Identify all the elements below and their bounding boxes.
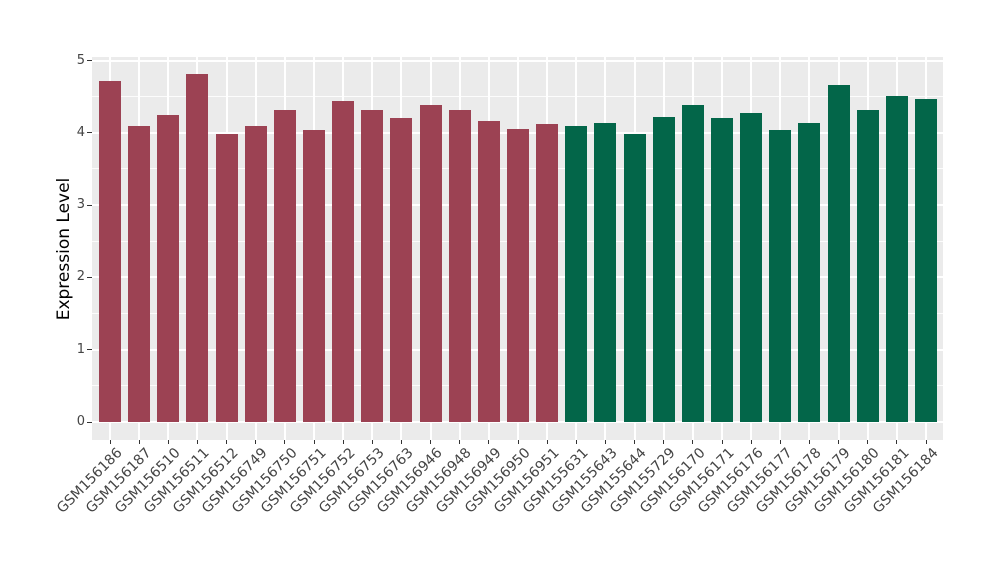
x-tick-mark-GSM156181 <box>896 440 898 444</box>
x-tick-mark-GSM156170 <box>692 440 694 444</box>
y-tick-mark-1 <box>87 349 92 351</box>
bar-GSM156946 <box>419 105 442 422</box>
bar-GSM156951 <box>536 124 559 422</box>
bar-GSM156176 <box>740 113 763 422</box>
bar-GSM156511 <box>186 74 209 422</box>
x-tick-mark-GSM156750 <box>284 440 286 444</box>
x-tick-mark-GSM156948 <box>459 440 461 444</box>
y-tick-label-0: 0 <box>76 414 85 429</box>
bar-GSM156510 <box>157 114 180 422</box>
bar-GSM156750 <box>273 110 296 422</box>
y-tick-label-2: 2 <box>76 269 85 285</box>
x-tick-mark-GSM156179 <box>838 440 840 444</box>
x-tick-mark-GSM156949 <box>488 440 490 444</box>
bar-GSM156180 <box>856 109 879 422</box>
x-tick-mark-GSM156950 <box>517 440 519 444</box>
x-tick-mark-GSM156178 <box>808 440 810 444</box>
x-tick-mark-GSM156184 <box>925 440 927 444</box>
bar-GSM156753 <box>361 109 384 422</box>
x-tick-mark-GSM155644 <box>634 440 636 444</box>
x-tick-mark-GSM156177 <box>779 440 781 444</box>
bar-GSM156177 <box>769 129 792 422</box>
bar-GSM156749 <box>244 125 267 422</box>
bar-GSM156763 <box>390 118 413 422</box>
y-tick-label-5: 5 <box>76 52 85 68</box>
y-tick-mark-5 <box>87 60 92 61</box>
bar-GSM156170 <box>681 105 704 422</box>
y-tick-label-3: 3 <box>76 197 85 213</box>
x-tick-mark-GSM156752 <box>342 440 344 444</box>
x-tick-mark-GSM156511 <box>196 440 198 444</box>
y-axis-title: Expression Level <box>54 177 74 321</box>
y-tick-label-1: 1 <box>76 341 85 357</box>
x-tick-mark-GSM156753 <box>371 440 373 444</box>
plot-panel <box>92 57 943 440</box>
x-tick-mark-GSM156171 <box>721 440 723 444</box>
bar-GSM156184 <box>915 98 937 422</box>
x-tick-mark-GSM156749 <box>255 440 257 444</box>
bar-GSM156949 <box>477 120 500 422</box>
x-tick-mark-GSM155729 <box>663 440 665 444</box>
x-tick-mark-GSM156946 <box>430 440 432 444</box>
y-tick-label-4: 4 <box>76 124 85 140</box>
bar-GSM156948 <box>448 109 471 422</box>
x-tick-mark-GSM156512 <box>226 440 228 444</box>
x-tick-mark-GSM156763 <box>400 440 402 444</box>
bar-GSM156187 <box>128 125 151 422</box>
bar-GSM155644 <box>623 134 646 422</box>
x-tick-mark-GSM155631 <box>575 440 577 444</box>
bar-GSM156512 <box>215 133 238 422</box>
bar-GSM156751 <box>303 129 325 422</box>
bar-GSM155631 <box>565 126 588 422</box>
bar-GSM156179 <box>827 85 850 422</box>
x-tick-mark-GSM156951 <box>546 440 548 444</box>
bar-GSM156178 <box>798 122 821 422</box>
y-tick-mark-0 <box>87 421 92 423</box>
x-tick-mark-GSM156186 <box>109 440 111 444</box>
bar-GSM156171 <box>711 117 733 422</box>
x-tick-mark-GSM156176 <box>750 440 752 444</box>
bar-GSM156752 <box>332 100 355 422</box>
bar-GSM156950 <box>507 129 529 422</box>
bar-GSM156181 <box>885 95 908 422</box>
y-tick-mark-3 <box>87 204 92 206</box>
x-tick-mark-GSM156180 <box>867 440 869 444</box>
bar-GSM156186 <box>99 80 121 422</box>
x-tick-mark-GSM156751 <box>313 440 315 444</box>
x-tick-mark-GSM156510 <box>167 440 169 444</box>
bar-GSM155643 <box>594 122 617 422</box>
x-tick-mark-GSM155643 <box>604 440 606 444</box>
y-tick-mark-2 <box>87 276 92 278</box>
x-tick-mark-GSM156187 <box>138 440 140 444</box>
y-tick-mark-4 <box>87 132 92 134</box>
bar-GSM155729 <box>652 116 675 422</box>
